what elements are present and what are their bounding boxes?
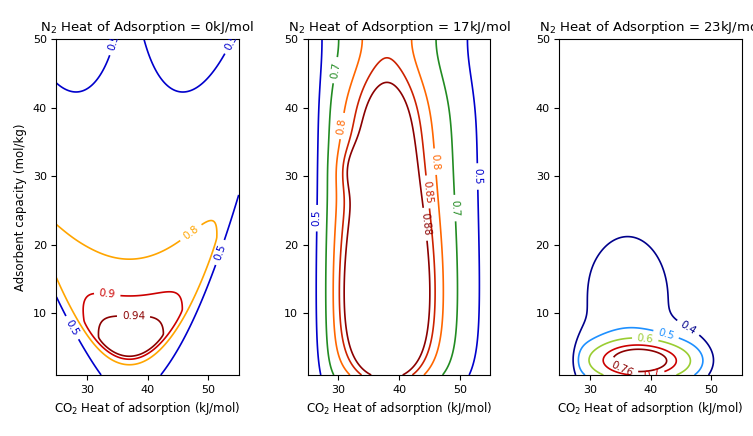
Text: 0.7: 0.7	[450, 200, 460, 217]
Text: 0.5: 0.5	[472, 168, 483, 185]
Text: 0.5: 0.5	[64, 318, 81, 337]
Text: 0.6: 0.6	[636, 333, 654, 344]
Text: 0.88: 0.88	[419, 212, 431, 236]
Text: 0.85: 0.85	[422, 180, 434, 204]
Text: 0.94: 0.94	[122, 310, 145, 321]
Text: 0.8: 0.8	[429, 153, 441, 170]
Text: 0.5: 0.5	[212, 243, 227, 262]
Text: 0.76: 0.76	[609, 359, 635, 378]
Text: 0.8: 0.8	[181, 224, 200, 242]
Title: N$_2$ Heat of Adsorption = 23kJ/mol: N$_2$ Heat of Adsorption = 23kJ/mol	[539, 19, 753, 36]
Text: 0.5: 0.5	[657, 327, 675, 341]
Text: 0.4: 0.4	[678, 319, 698, 336]
Text: 0.5: 0.5	[223, 32, 239, 51]
Text: 0.7: 0.7	[329, 61, 342, 79]
Title: N$_2$ Heat of Adsorption = 17kJ/mol: N$_2$ Heat of Adsorption = 17kJ/mol	[288, 19, 511, 36]
X-axis label: CO$_2$ Heat of adsorption (kJ/mol): CO$_2$ Heat of adsorption (kJ/mol)	[306, 400, 492, 417]
Text: 0.5: 0.5	[312, 210, 322, 227]
Y-axis label: Adsorbent capacity (mol/kg): Adsorbent capacity (mol/kg)	[14, 123, 27, 291]
X-axis label: CO$_2$ Heat of adsorption (kJ/mol): CO$_2$ Heat of adsorption (kJ/mol)	[557, 400, 744, 417]
Text: 0.9: 0.9	[99, 288, 116, 300]
Text: 0.7: 0.7	[642, 368, 660, 381]
X-axis label: CO$_2$ Heat of adsorption (kJ/mol): CO$_2$ Heat of adsorption (kJ/mol)	[54, 400, 241, 417]
Text: 0.8: 0.8	[336, 117, 348, 135]
Text: 0.5: 0.5	[107, 33, 121, 52]
Title: N$_2$ Heat of Adsorption = 0kJ/mol: N$_2$ Heat of Adsorption = 0kJ/mol	[41, 19, 255, 36]
